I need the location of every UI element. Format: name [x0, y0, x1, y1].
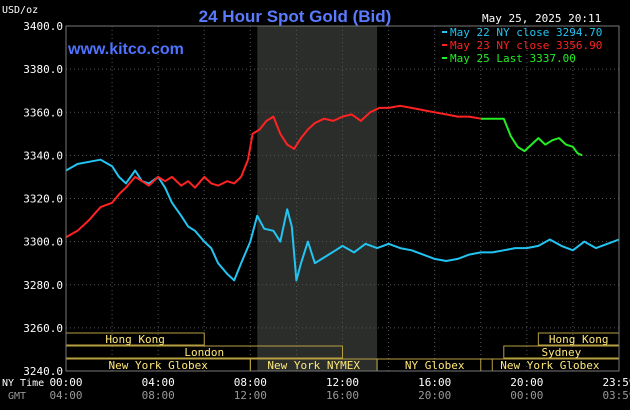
session-label: London [184, 346, 224, 359]
x-axis-labels: 00:0004:0008:0012:0016:0020:0023:5904:00… [49, 376, 630, 402]
price-series [65, 104, 620, 282]
chart-title: 24 Hour Spot Gold (Bid) [199, 7, 392, 26]
x-tick-label-gmt: 12:00 [234, 389, 267, 402]
session-label: Hong Kong [549, 333, 609, 346]
x-tick-label-ny: 20:00 [510, 376, 543, 389]
x-tick-label-ny: 08:00 [234, 376, 267, 389]
y-tick-label: 3260.0 [23, 322, 63, 335]
y-tick-label: 3340.0 [23, 149, 63, 162]
x-tick-label-ny: 16:00 [418, 376, 451, 389]
timestamp: May 25, 2025 20:11 [482, 12, 601, 25]
y-tick-label: 3280.0 [23, 279, 63, 292]
y-tick-label: 3240.0 [23, 365, 63, 378]
legend-swatch-1 [442, 31, 447, 33]
y-tick-label: 3320.0 [23, 193, 63, 206]
x-tick-label-ny: 23:59 [602, 376, 630, 389]
y-tick-label: 3400.0 [23, 20, 63, 33]
legend-entry-3: May 25 Last 3337.00 [450, 52, 576, 65]
y-tick-label: 3300.0 [23, 236, 63, 249]
x-tick-label-gmt: 08:00 [142, 389, 175, 402]
unit-label: USD/oz [2, 5, 38, 16]
session-label: New York NYMEX [267, 359, 360, 372]
legend-entry-2: May 23 NY close 3356.90 [450, 39, 602, 52]
series-line-3 [480, 117, 583, 157]
x-tick-label-gmt: 20:00 [418, 389, 451, 402]
x-tick-label-gmt: 03:59 [602, 389, 630, 402]
shaded-session-region [257, 26, 378, 371]
x-tick-label-ny: 04:00 [142, 376, 175, 389]
session-label: New York Globex [108, 359, 208, 372]
legend-entry-1: May 22 NY close 3294.70 [450, 26, 602, 39]
y-tick-label: 3360.0 [23, 106, 63, 119]
gmt-label: GMT [8, 391, 26, 402]
session-label: NY Globex [405, 359, 465, 372]
x-tick-label-gmt: 16:00 [326, 389, 359, 402]
legend-swatch-2 [442, 44, 447, 46]
x-tick-label-ny: 12:00 [326, 376, 359, 389]
session-label: Hong Kong [105, 333, 165, 346]
x-tick-label-gmt: 00:00 [510, 389, 543, 402]
y-axis-labels: 3240.0 3260.0 3280.0 3300.0 3320.0 3340.0 3360… [23, 20, 63, 378]
x-tick-label-gmt: 04:00 [49, 389, 82, 402]
ny-time-label: NY Time [2, 378, 44, 389]
site-watermark: www.kitco.com [67, 41, 184, 58]
plot-frame [65, 25, 620, 372]
y-tick-label: 3380.0 [23, 63, 63, 76]
session-label: Sydney [542, 346, 582, 359]
series-line-2 [65, 104, 481, 239]
legend: May 22 NY close 3294.70 May 23 NY close … [442, 26, 602, 65]
session-label: New York Globex [500, 359, 600, 372]
legend-swatch-3 [442, 57, 447, 59]
x-tick-label-ny: 00:00 [49, 376, 82, 389]
